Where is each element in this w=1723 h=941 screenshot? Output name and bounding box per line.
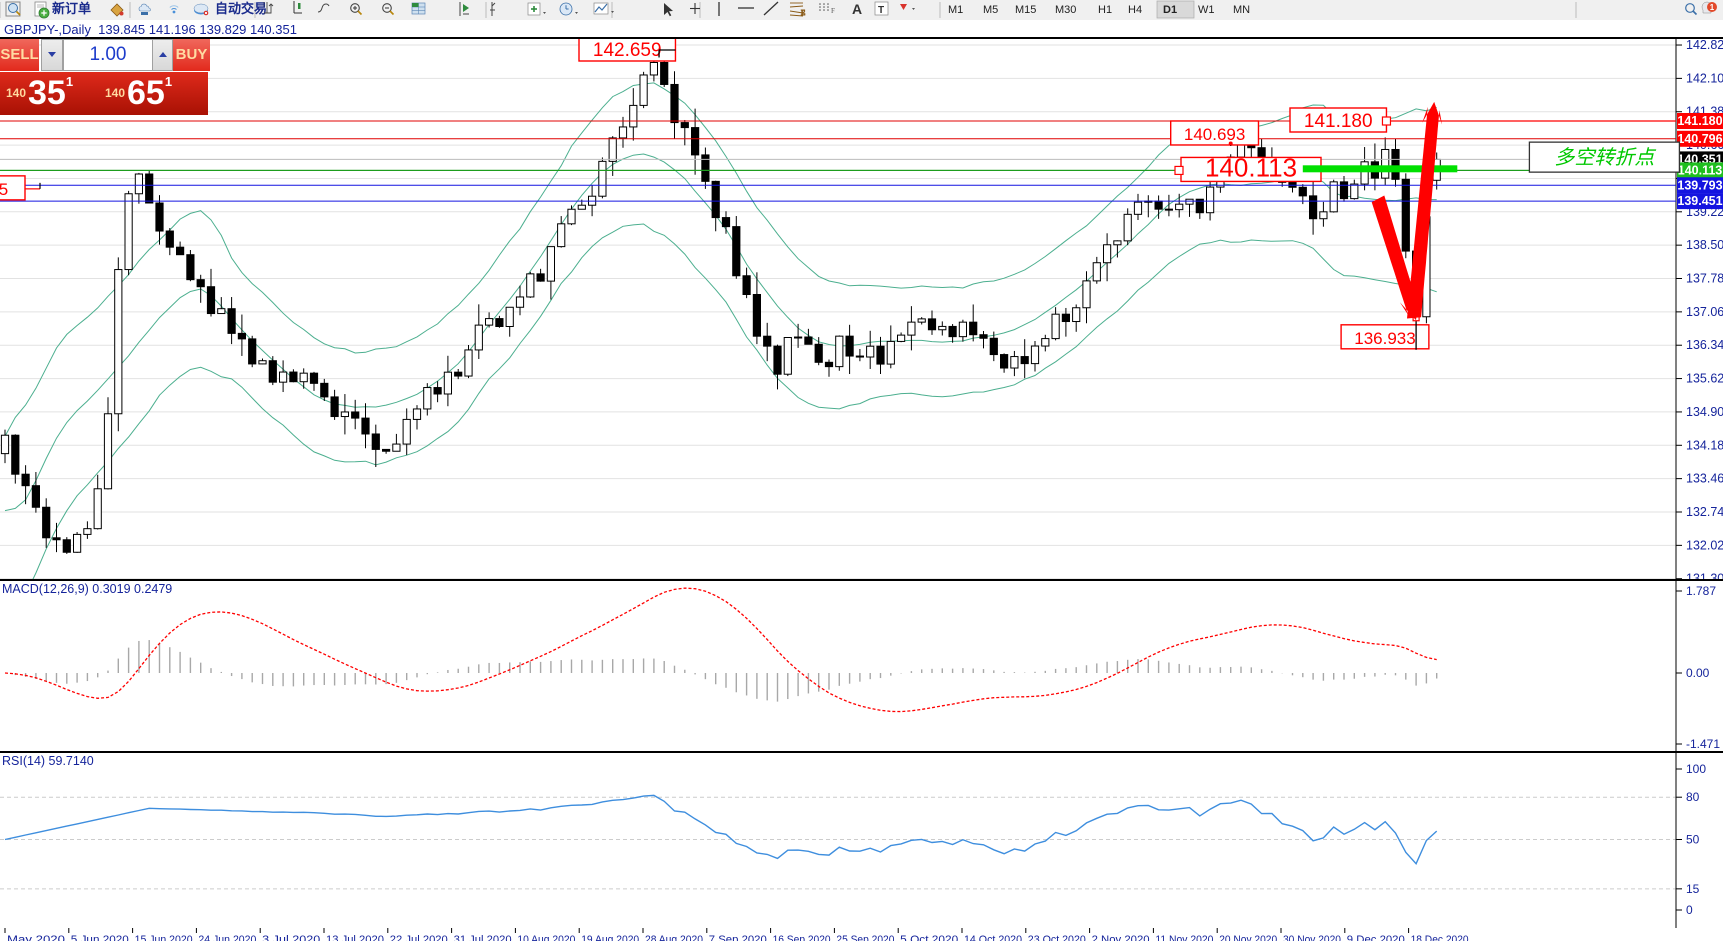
svg-text:136.340: 136.340 (1686, 338, 1723, 352)
svg-text:15: 15 (1686, 882, 1700, 896)
svg-text:132.020: 132.020 (1686, 538, 1723, 552)
svg-text:80: 80 (1686, 790, 1700, 804)
svg-text:1: 1 (1710, 3, 1715, 12)
svg-text:135.620: 135.620 (1686, 372, 1723, 386)
svg-text:新订单: 新订单 (52, 1, 91, 16)
svg-text:141.180: 141.180 (1677, 114, 1722, 128)
svg-text:22 Jul 2020: 22 Jul 2020 (390, 934, 448, 941)
svg-text:1.787: 1.787 (1686, 584, 1716, 598)
svg-text:142.820: 142.820 (1686, 39, 1723, 52)
svg-text:31 Jul 2020: 31 Jul 2020 (454, 934, 512, 941)
svg-text:24 Jun 2020: 24 Jun 2020 (198, 934, 256, 941)
svg-text:E: E (801, 9, 805, 17)
svg-text:10 Aug 2020: 10 Aug 2020 (517, 934, 575, 941)
svg-text:137.060: 137.060 (1686, 305, 1723, 319)
svg-text:133.460: 133.460 (1686, 472, 1723, 486)
svg-text:2 Nov 2020: 2 Nov 2020 (1092, 934, 1150, 941)
svg-text:自动交易: 自动交易 (215, 1, 267, 16)
svg-text:16 Sep 2020: 16 Sep 2020 (773, 934, 831, 941)
svg-text:M1: M1 (948, 4, 963, 16)
svg-text:D1: D1 (1163, 4, 1177, 16)
svg-text:18 Dec 2020: 18 Dec 2020 (1411, 934, 1469, 941)
svg-text:139.793: 139.793 (1677, 178, 1722, 192)
svg-text:139.451: 139.451 (1677, 194, 1722, 208)
svg-text:142.100: 142.100 (1686, 71, 1723, 85)
svg-text:100: 100 (1686, 762, 1706, 776)
svg-text:141.180: 141.180 (1304, 111, 1373, 132)
svg-text:134.180: 134.180 (1686, 438, 1723, 452)
svg-text:142.659: 142.659 (593, 40, 662, 61)
svg-text:13 Jul 2020: 13 Jul 2020 (326, 934, 384, 941)
svg-text:MACD(12,26,9) 0.3019 0.2479: MACD(12,26,9) 0.3019 0.2479 (2, 582, 172, 596)
svg-text:7 Sep 2020: 7 Sep 2020 (709, 934, 767, 941)
svg-text:19 Aug 2020: 19 Aug 2020 (581, 934, 639, 941)
svg-text:140.113: 140.113 (1205, 152, 1297, 182)
svg-text:30 Nov 2020: 30 Nov 2020 (1283, 934, 1341, 941)
svg-text:0: 0 (1686, 903, 1693, 917)
svg-text:23 Oct 2020: 23 Oct 2020 (1028, 934, 1086, 941)
svg-text:50: 50 (1686, 833, 1700, 847)
svg-text:5 Jun 2020: 5 Jun 2020 (71, 934, 129, 941)
svg-text:MN: MN (1233, 4, 1250, 16)
svg-text:131.300: 131.300 (1686, 572, 1723, 579)
svg-text:137.780: 137.780 (1686, 272, 1723, 286)
svg-text:28 Aug 2020: 28 Aug 2020 (645, 934, 703, 941)
svg-text:F: F (831, 7, 835, 15)
svg-text:多空转折点: 多空转折点 (1554, 147, 1656, 169)
svg-text:M5: M5 (983, 4, 998, 16)
svg-text:3 Jul 2020: 3 Jul 2020 (262, 934, 320, 941)
svg-text:140.113: 140.113 (1678, 163, 1723, 177)
svg-text:0.00: 0.00 (1686, 666, 1710, 680)
svg-text:-1.471: -1.471 (1686, 737, 1720, 751)
svg-text:140.693: 140.693 (1184, 125, 1245, 144)
svg-text:H1: H1 (1098, 4, 1112, 16)
svg-text:14 Oct 2020: 14 Oct 2020 (964, 934, 1022, 941)
svg-text:T: T (878, 5, 884, 16)
svg-text:5 Oct 2020: 5 Oct 2020 (900, 934, 958, 941)
svg-text:140.796: 140.796 (1677, 132, 1722, 146)
svg-text:RSI(14) 59.7140: RSI(14) 59.7140 (2, 754, 94, 768)
svg-text:M30: M30 (1055, 4, 1076, 16)
svg-text:A: A (852, 1, 862, 17)
svg-text:136.933: 136.933 (1354, 329, 1415, 348)
svg-text:132.740: 132.740 (1686, 505, 1723, 519)
svg-text:138.500: 138.500 (1686, 238, 1723, 252)
svg-text:20 Nov 2020: 20 Nov 2020 (1219, 934, 1277, 941)
svg-text:139.715: 139.715 (0, 180, 8, 199)
svg-text:W1: W1 (1198, 4, 1215, 16)
svg-text:M15: M15 (1015, 4, 1036, 16)
svg-text:May 2020: May 2020 (7, 934, 65, 941)
svg-text:15 Jun 2020: 15 Jun 2020 (135, 934, 193, 941)
svg-text:H4: H4 (1128, 4, 1142, 16)
svg-text:25 Sep 2020: 25 Sep 2020 (836, 934, 894, 941)
svg-text:9 Dec 2020: 9 Dec 2020 (1347, 934, 1405, 941)
svg-text:11 Nov 2020: 11 Nov 2020 (1155, 934, 1213, 941)
svg-text:134.900: 134.900 (1686, 405, 1723, 419)
